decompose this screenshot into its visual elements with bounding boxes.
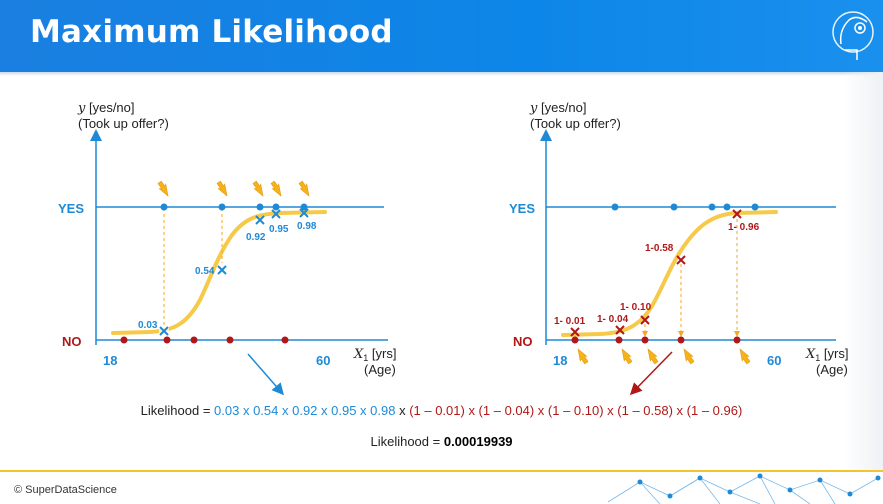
right-curve-marker <box>640 315 650 325</box>
left-xlabel-line2: (Age) <box>364 362 396 377</box>
right-sigmoid-curve <box>561 210 778 337</box>
left-sigmoid-curve <box>111 210 327 335</box>
left-point-label: 0.03 <box>138 320 158 331</box>
right-ylabel-line2: (Took up offer?) <box>530 116 621 131</box>
likelihood-formula: Likelihood = 0.03 x 0.54 x 0.92 x 0.95 x… <box>0 403 883 418</box>
right-xlabel-line1: X1 [yrs] <box>805 346 848 363</box>
right-no-point <box>677 336 685 344</box>
left-point-label: 0.98 <box>297 221 317 232</box>
left-yes-point <box>160 203 168 211</box>
formula-joiner: x <box>395 403 410 418</box>
left-yes-point <box>300 203 308 211</box>
likelihood-result: Likelihood = 0.00019939 <box>0 434 883 449</box>
formula-yes-terms: 0.03 x 0.54 x 0.92 x 0.95 x 0.98 <box>214 403 396 418</box>
right-yes-point <box>611 203 619 211</box>
footer-divider <box>0 470 883 472</box>
right-curve-marker <box>570 327 580 337</box>
right-point-label: 1- 0.04 <box>597 314 629 325</box>
left-no-point <box>226 336 234 344</box>
left-no-point <box>281 336 289 344</box>
left-ylabel-line2: (Took up offer?) <box>78 116 169 131</box>
left-curve-marker <box>255 215 265 225</box>
left-no-point <box>120 336 128 344</box>
right-pointer-arrow-icon <box>643 346 660 366</box>
result-prefix: Likelihood = <box>370 434 444 449</box>
left-ylabel-line1: y [yes/no] <box>77 100 135 116</box>
right-edge-fade <box>843 72 883 472</box>
left-pointer-arrow-icon <box>156 179 173 199</box>
right-pointer-arrow-icon <box>573 346 590 366</box>
header-shadow <box>0 72 883 76</box>
right-point-label: 1- 0.10 <box>620 302 652 313</box>
right-point-label: 1-0.58 <box>645 243 674 254</box>
right-pointer-arrow-icon <box>617 346 634 366</box>
left-point-label: 0.54 <box>195 266 215 277</box>
left-yes-label: YES <box>58 201 84 216</box>
right-pointer-arrow-icon <box>679 346 696 366</box>
left-curve-marker <box>217 265 227 275</box>
left-point-label: 0.95 <box>269 224 289 235</box>
left-yes-point <box>256 203 264 211</box>
right-curve-marker <box>615 325 625 335</box>
right-x-start-label: 18 <box>553 353 567 368</box>
header-bar: Maximum Likelihood <box>0 0 883 72</box>
left-point-label: 0.92 <box>246 232 266 243</box>
right-yes-point <box>723 203 731 211</box>
right-point-label: 1- 0.96 <box>728 222 760 233</box>
left-xlabel-line1: X1 [yrs] <box>353 346 396 363</box>
ai-head-logo-icon <box>832 11 874 60</box>
left-pointer-arrow-icon <box>251 179 268 199</box>
red-connector-arrow <box>629 351 673 396</box>
right-curve-marker <box>676 255 686 265</box>
right-chart: y [yes/no] (Took up offer?) YES NO 18 60… <box>509 100 848 377</box>
right-yes-point <box>751 203 759 211</box>
right-yes-point <box>670 203 678 211</box>
left-curve-marker <box>159 326 169 336</box>
right-ylabel-line1: y [yes/no] <box>529 100 587 116</box>
right-pointer-arrow-icon <box>735 346 752 366</box>
left-chart: y [yes/no] (Took up offer?) YES NO 18 60… <box>58 100 396 377</box>
left-curve-marker <box>271 209 281 219</box>
right-curve-marker <box>732 209 742 219</box>
right-x-end-label: 60 <box>767 353 781 368</box>
left-no-label: NO <box>62 334 82 349</box>
right-yes-label: YES <box>509 201 535 216</box>
formula-prefix: Likelihood = <box>140 403 215 418</box>
network-graphic-icon <box>607 473 881 504</box>
left-no-point <box>190 336 198 344</box>
left-pointer-arrow-icon <box>215 179 232 199</box>
right-no-point <box>733 336 741 344</box>
left-curve-marker <box>299 208 309 218</box>
right-yes-point <box>708 203 716 211</box>
blue-connector-arrow <box>247 353 284 396</box>
left-pointer-arrow-icon <box>269 179 286 199</box>
formula-no-terms: (1 – 0.01) x (1 – 0.04) x (1 – 0.10) x (… <box>409 403 743 418</box>
right-no-label: NO <box>513 334 533 349</box>
result-value: 0.00019939 <box>443 434 513 449</box>
copyright-text: © SuperDataScience <box>14 484 117 496</box>
right-xlabel-line2: (Age) <box>816 362 848 377</box>
left-x-start-label: 18 <box>103 353 117 368</box>
right-point-label: 1- 0.01 <box>554 316 586 327</box>
left-pointer-arrow-icon <box>297 179 314 199</box>
page-title: Maximum Likelihood <box>30 14 393 50</box>
left-x-end-label: 60 <box>316 353 330 368</box>
left-no-point <box>163 336 171 344</box>
left-yes-point <box>272 203 280 211</box>
right-no-point <box>615 336 623 344</box>
right-no-point <box>571 336 579 344</box>
right-no-point <box>641 336 649 344</box>
left-yes-point <box>218 203 226 211</box>
